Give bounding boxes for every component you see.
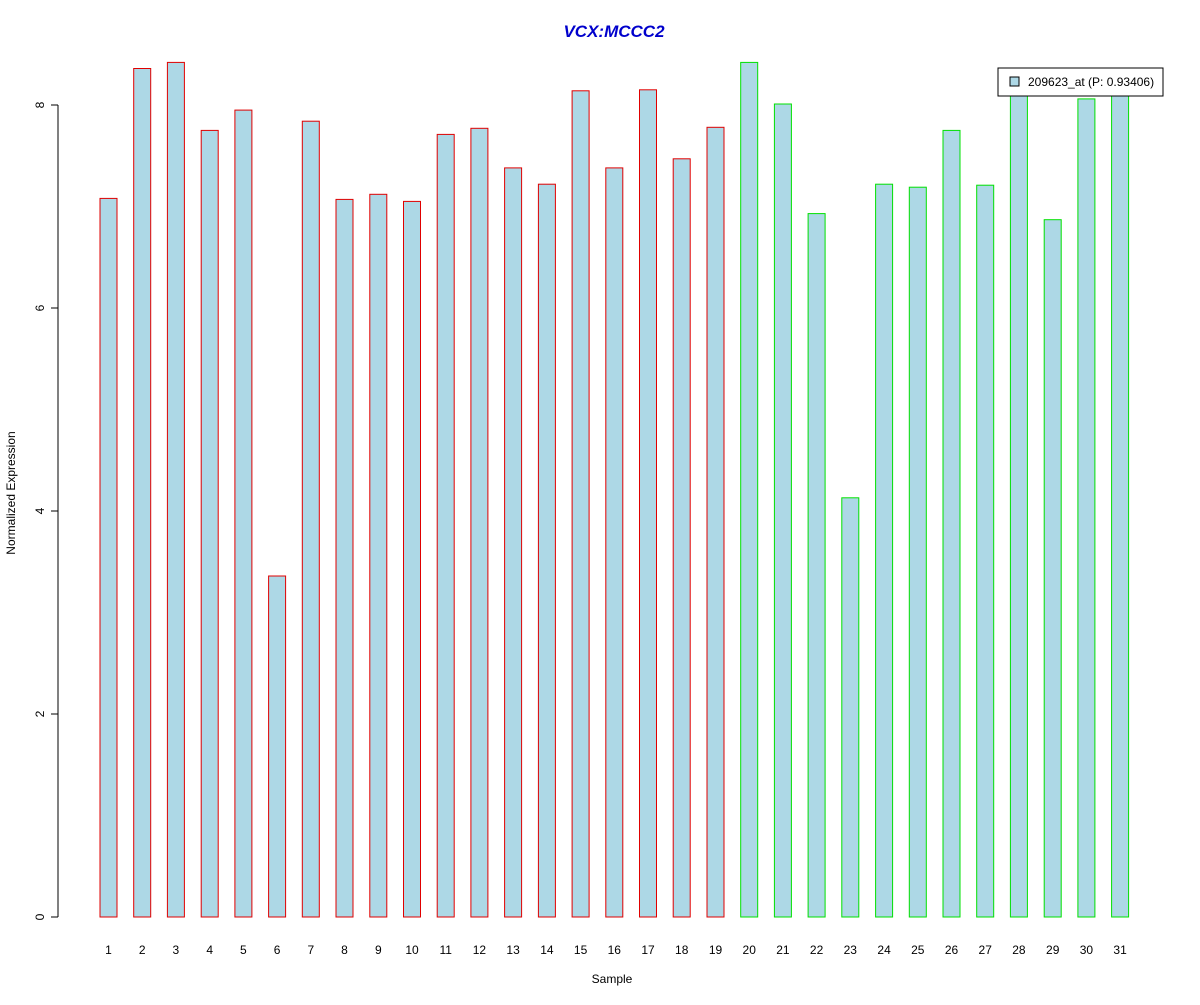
bar	[99, 197, 118, 918]
bar	[908, 186, 927, 918]
bar	[537, 183, 556, 918]
x-tick-label: 28	[1012, 943, 1026, 957]
bar	[301, 120, 320, 918]
x-tick-label: 12	[473, 943, 487, 957]
bar	[571, 90, 590, 918]
x-tick-label: 17	[641, 943, 655, 957]
bar	[1043, 219, 1062, 918]
bar	[369, 193, 388, 918]
x-tick-label: 24	[877, 943, 891, 957]
x-tick-label: 3	[173, 943, 180, 957]
bar	[639, 89, 657, 918]
bar	[706, 126, 725, 918]
bar	[605, 167, 624, 918]
x-tick-label: 10	[405, 943, 419, 957]
x-tick-label: 25	[911, 943, 925, 957]
legend-label: 209623_at (P: 0.93406)	[1028, 75, 1154, 89]
legend-box	[997, 67, 1164, 97]
x-tick-label: 7	[307, 943, 314, 957]
bar	[133, 68, 152, 918]
x-tick-label: 18	[675, 943, 689, 957]
x-tick-label: 22	[810, 943, 824, 957]
bar	[470, 127, 489, 918]
x-tick-label: 4	[206, 943, 213, 957]
x-tick-label: 13	[506, 943, 520, 957]
y-tick-label: 2	[33, 710, 47, 717]
bar	[942, 129, 961, 918]
bar	[166, 61, 185, 918]
x-axis-label: Sample	[592, 972, 633, 986]
bar	[1009, 91, 1028, 918]
x-tick-label: 11	[439, 943, 452, 957]
y-tick-label: 0	[33, 913, 47, 920]
x-tick-label: 19	[709, 943, 723, 957]
y-tick-label: 8	[33, 101, 47, 108]
bar	[504, 167, 523, 918]
bar	[1111, 91, 1130, 918]
x-tick-label: 29	[1046, 943, 1060, 957]
x-tick-label: 30	[1080, 943, 1094, 957]
x-tick-label: 26	[945, 943, 959, 957]
y-tick-label: 6	[33, 304, 47, 311]
y-tick-label: 4	[33, 507, 47, 514]
x-tick-label: 6	[274, 943, 281, 957]
bar	[672, 158, 691, 918]
bar	[875, 183, 894, 918]
bar	[268, 575, 287, 918]
legend: 209623_at (P: 0.93406)	[997, 67, 1164, 97]
bar	[976, 184, 995, 918]
bar	[841, 497, 860, 918]
y-axis-label: Normalized Expression	[4, 431, 18, 554]
bar	[335, 198, 354, 918]
x-tick-label: 8	[341, 943, 348, 957]
x-tick-labels: 1 2 3 4 5 6 7 8 9 10 11 12 13 14 15 16 17 18 19 20 21 22 23 24 2…	[105, 943, 1127, 957]
x-tick-label: 20	[743, 943, 757, 957]
bar	[740, 61, 759, 918]
bar	[807, 213, 826, 918]
x-tick-label: 5	[240, 943, 247, 957]
legend-swatch	[1009, 76, 1020, 87]
x-tick-label: 9	[375, 943, 382, 957]
x-tick-label: 14	[540, 943, 554, 957]
bars-group	[99, 61, 1130, 918]
x-tick-label: 31	[1113, 943, 1127, 957]
x-tick-label: 21	[776, 943, 790, 957]
bar	[234, 109, 253, 918]
x-tick-label: 2	[139, 943, 146, 957]
bar	[773, 103, 792, 918]
x-tick-label: 15	[574, 943, 588, 957]
bar	[200, 129, 219, 918]
x-tick-label: 16	[608, 943, 622, 957]
bar	[436, 133, 455, 918]
x-tick-label: 23	[844, 943, 858, 957]
x-tick-label: 27	[979, 943, 993, 957]
y-axis: 0 2 4 6 8	[33, 101, 59, 920]
bar	[403, 200, 421, 918]
chart-title: VCX:MCCC2	[563, 22, 665, 41]
x-tick-label: 1	[105, 943, 112, 957]
bar	[1077, 98, 1096, 918]
